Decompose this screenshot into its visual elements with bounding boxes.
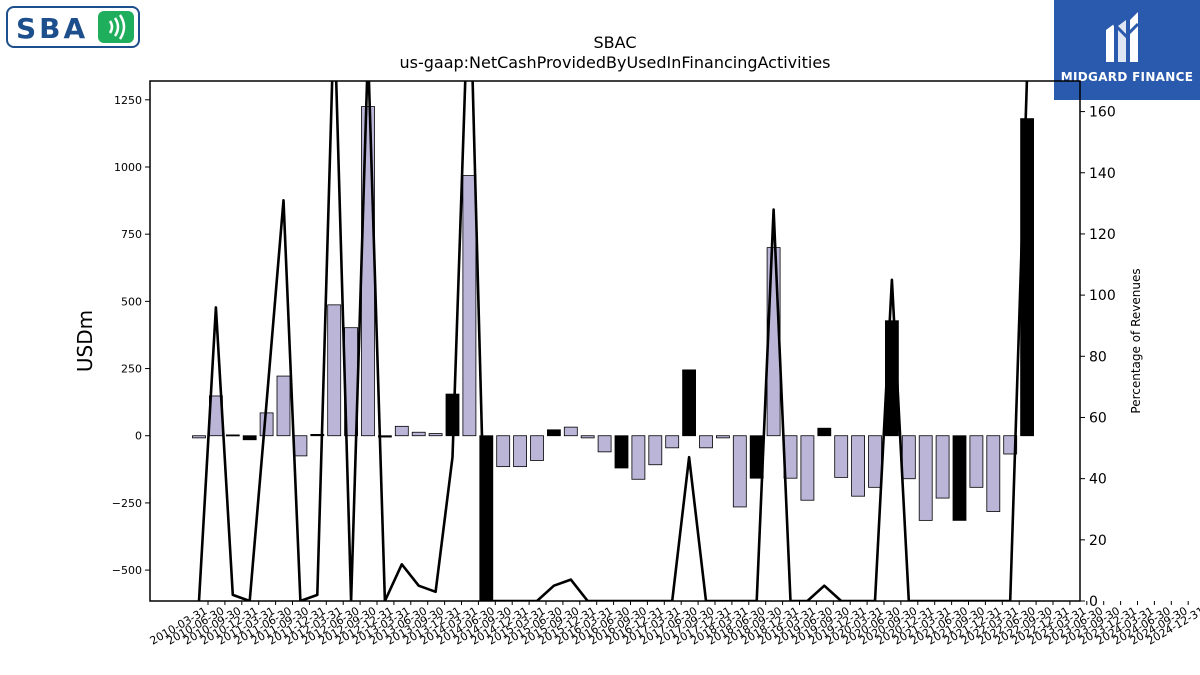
- bar: [192, 435, 206, 439]
- bar: [293, 435, 308, 457]
- bar: [648, 435, 663, 466]
- midgard-finance-logo: MIDGARD FINANCE: [1054, 0, 1200, 100]
- bar: [428, 433, 443, 437]
- bar: [682, 369, 696, 437]
- bar: [276, 375, 291, 437]
- bar: [496, 435, 511, 468]
- signal-icon: [98, 11, 134, 43]
- bar: [969, 435, 984, 488]
- bar: [699, 435, 713, 449]
- bar: [310, 433, 325, 437]
- bar: [901, 435, 916, 480]
- bar: [986, 435, 1001, 512]
- y-tick-label: 1000: [114, 161, 142, 174]
- bar: [225, 434, 240, 437]
- y2-tick-label: 20: [1089, 533, 1107, 549]
- bar: [242, 435, 257, 441]
- bar: [732, 435, 747, 508]
- bar: [716, 435, 730, 439]
- bar: [631, 435, 646, 480]
- plot-area: [192, 81, 1034, 601]
- plot-clipped: [192, 81, 1034, 601]
- y-tick-label: 250: [121, 363, 142, 376]
- y2-tick-label: 80: [1089, 349, 1107, 365]
- bar: [817, 427, 832, 437]
- y2-tick-label: 0: [1089, 594, 1098, 610]
- sba-logo: SBA: [6, 6, 140, 48]
- bar: [462, 175, 477, 437]
- bar: [547, 429, 561, 437]
- sba-logo-text: SBA: [16, 12, 89, 45]
- chart-title: SBAC: [594, 33, 637, 52]
- y2-tick-label: 120: [1089, 227, 1116, 243]
- plot-frame: [149, 80, 1081, 602]
- bar: [918, 435, 933, 521]
- bar: [513, 435, 527, 468]
- y2-tick-label: 160: [1089, 105, 1116, 121]
- y-tick-label: 1250: [114, 94, 142, 107]
- bar: [361, 106, 375, 437]
- midgard-logo-text: MIDGARD FINANCE: [1060, 70, 1194, 84]
- y-axis-label: USDm: [73, 310, 97, 372]
- ratio-line: [197, 81, 1029, 601]
- bar: [935, 435, 950, 499]
- bar: [563, 426, 578, 437]
- y-tick-label: −250: [112, 497, 142, 510]
- y2-tick-label: 40: [1089, 472, 1107, 488]
- bar: [868, 435, 882, 488]
- y2-tick-label: 100: [1089, 288, 1116, 304]
- y-tick-label: −500: [112, 564, 142, 577]
- bar: [580, 435, 595, 439]
- bar: [327, 304, 342, 437]
- axes: −500 −250 0 250 500 750 1000 1250 0 20 40 60 80 100 12…: [112, 80, 1200, 648]
- bar: [1020, 118, 1034, 437]
- y-tick-label: 0: [135, 430, 142, 443]
- bar: [411, 431, 426, 437]
- bar: [614, 435, 629, 469]
- bar: [851, 435, 865, 497]
- midgard-m-icon: [1106, 12, 1140, 62]
- bar: [800, 435, 815, 501]
- y-tick-label: 500: [121, 295, 142, 308]
- bar: [665, 435, 680, 449]
- bar: [597, 435, 612, 453]
- bar: [834, 435, 849, 478]
- bar: [377, 435, 392, 438]
- bar: [394, 425, 409, 437]
- y2-tick-label: 60: [1089, 410, 1107, 426]
- y-tick-label: 750: [121, 228, 142, 241]
- bar: [952, 435, 967, 521]
- bar: [1003, 435, 1018, 455]
- y2-axis-label: Percentage of Revenues: [1129, 268, 1143, 413]
- bar: [530, 435, 544, 461]
- y2-tick-label: 140: [1089, 166, 1116, 182]
- chart-subtitle: us-gaap:NetCashProvidedByUsedInFinancing…: [399, 53, 830, 72]
